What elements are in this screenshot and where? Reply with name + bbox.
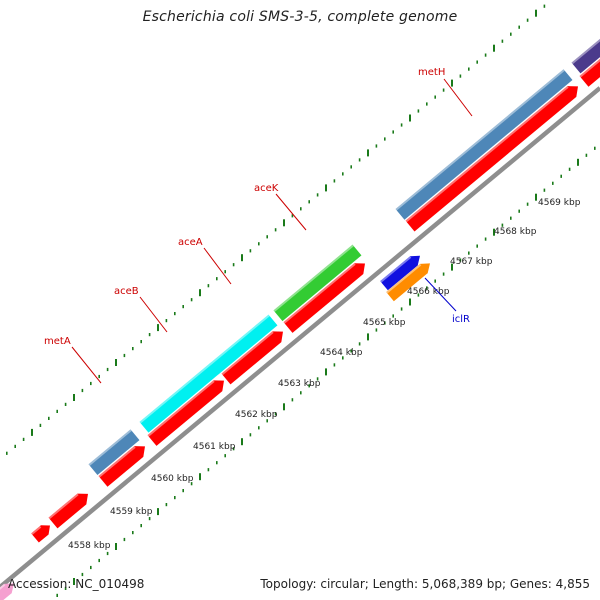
gene-bar-pink-group: [0, 583, 14, 600]
cds-bar-aceB: [147, 380, 224, 446]
page-title: Escherichia coli SMS-3-5, complete genom…: [142, 9, 458, 25]
gene-label-iclR: iclR: [452, 314, 470, 325]
leader-line-aceB: [139, 296, 168, 333]
cds-bar-aceA-group: [221, 331, 283, 385]
cds-bar-metH: [405, 86, 578, 232]
leader-line-aceK: [275, 193, 307, 231]
cds-bar-left-small-highlight: [31, 525, 42, 535]
cds-bar-left-highlight: [48, 493, 79, 520]
gene-bar-iclR-highlight: [386, 263, 422, 294]
kbp-label: 4563 kbp: [278, 379, 321, 389]
cds-bar-left-group: [48, 493, 88, 529]
gene-bar-aceA: [209, 314, 278, 375]
genome-summary-text: Topology: circular; Length: 5,068,389 bp…: [260, 577, 590, 591]
cds-bar-metA-group: [98, 446, 145, 487]
gene-bar-metH-highlight: [395, 69, 565, 211]
gene-label-aceB: aceB: [114, 286, 139, 297]
gene-bar-pink: [0, 583, 14, 600]
cds-bar-left-small-group: [31, 525, 50, 543]
gene-label-metA: metA: [44, 336, 71, 347]
gene-bar-aceK: [273, 244, 362, 322]
gene-bar-aceA-highlight: [209, 314, 270, 366]
leader-line-aceA: [203, 247, 232, 285]
cds-bar-metA-highlight: [98, 446, 136, 478]
cds-bar-right-highlight: [579, 57, 600, 78]
kbp-label: 4566 kbp: [407, 287, 450, 297]
gene-bar-metH: [395, 69, 573, 220]
gene-bar-aceK-group: [273, 244, 362, 322]
kbp-label: 4567 kbp: [450, 257, 493, 267]
cds-bar-metH-highlight: [405, 86, 569, 223]
gene-bar-pink-highlight: [0, 583, 6, 597]
kbp-label: 4561 kbp: [193, 442, 236, 452]
gene-bar-metA-group: [88, 429, 140, 476]
backbone-line: [0, 86, 600, 589]
gene-bar-navy-highlight: [380, 256, 412, 283]
inner-tick-ring: [56, 146, 596, 597]
cds-bar-aceK-group: [283, 263, 365, 333]
gene-bar-aceK-highlight: [273, 244, 354, 312]
cds-bar-aceB-highlight: [147, 380, 215, 437]
leader-line-metA: [71, 346, 102, 384]
cds-bar-aceA: [221, 331, 283, 385]
gene-bar-metA-highlight: [88, 429, 132, 466]
kbp-label: 4565 kbp: [363, 318, 406, 328]
gene-label-aceK: aceK: [254, 183, 279, 194]
kbp-label: 4559 kbp: [110, 507, 153, 517]
gene-bar-aceB-group: [139, 362, 220, 433]
cds-bar-metA: [98, 446, 145, 487]
gene-bar-navy: [380, 255, 420, 291]
kbp-label-group: 4558 kbp 4559 kbp 4560 kbp 4561 kbp 4562 kbp…: [68, 198, 581, 551]
kbp-label: 4564 kbp: [320, 348, 363, 358]
cds-bar-left-small: [31, 525, 50, 543]
gene-label-metH: metH: [418, 67, 445, 78]
feature-track: [0, 32, 600, 600]
gene-bar-right: [571, 32, 600, 74]
leader-line-metH: [443, 78, 473, 117]
cds-bar-aceB-group: [147, 380, 224, 446]
cds-bar-aceK-highlight: [283, 263, 356, 324]
gene-label-aceA: aceA: [178, 237, 203, 248]
cds-bar-metH-group: [405, 86, 578, 232]
gene-bar-aceB: [139, 362, 220, 433]
gene-bar-iclR: [386, 263, 430, 302]
accession-text: Accession: NC_010498: [8, 577, 145, 591]
gene-bar-navy-group: [380, 255, 420, 291]
kbp-label: 4558 kbp: [68, 541, 111, 551]
kbp-label: 4569 kbp: [538, 198, 581, 208]
gene-bar-aceA-group: [209, 314, 278, 375]
kbp-label: 4560 kbp: [151, 474, 194, 484]
outer-tick-ring: [6, 4, 546, 455]
cds-bar-aceK: [283, 263, 365, 333]
cds-bar-right-group: [579, 57, 600, 87]
gene-label-group: metA aceB aceA aceK metH iclR: [44, 67, 473, 384]
gene-bar-aceB-highlight: [139, 362, 212, 424]
gene-bar-right-group: [571, 32, 600, 74]
gene-bar-right-highlight: [571, 32, 600, 65]
gene-bar-metH-group: [395, 69, 573, 220]
cds-bar-aceA-highlight: [221, 331, 274, 376]
gene-bar-metA: [88, 429, 140, 476]
gene-bar-iclR-group: [386, 263, 430, 302]
leader-line-iclR: [424, 277, 457, 312]
cds-bar-right: [579, 57, 600, 87]
kbp-label: 4562 kbp: [235, 410, 278, 420]
cds-bar-left: [48, 493, 88, 529]
kbp-label: 4568 kbp: [494, 227, 537, 237]
